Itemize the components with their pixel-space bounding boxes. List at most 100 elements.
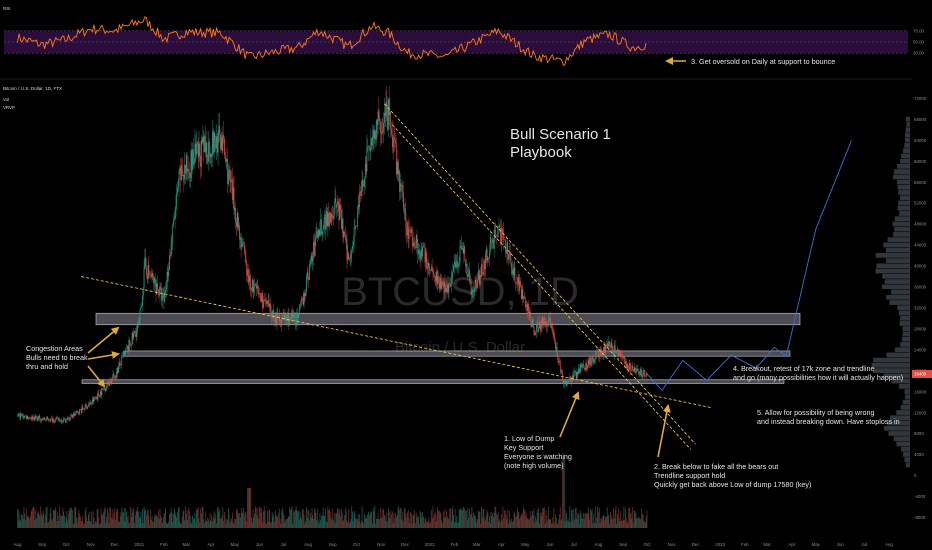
volume-bar (281, 510, 283, 528)
volume-bar (352, 521, 354, 528)
price-candle (269, 303, 271, 307)
volume-bar (589, 520, 591, 528)
volume-profile-bar (900, 158, 910, 164)
volume-profile-bar (901, 153, 910, 159)
volume-bar (363, 523, 365, 528)
volume-bar (261, 508, 263, 528)
volume-bar (472, 517, 474, 528)
price-candle (172, 224, 174, 240)
price-candle (33, 417, 35, 421)
volume-bar (574, 519, 575, 528)
volume-bar (103, 508, 105, 528)
volume-bar (55, 507, 57, 528)
volume-bar (328, 509, 330, 528)
price-candle (472, 289, 474, 292)
volume-bar (101, 514, 103, 528)
price-candle (237, 212, 239, 228)
price-candle (464, 246, 466, 261)
volume-bar (76, 517, 77, 528)
volume-bar (100, 508, 102, 528)
price-candle (62, 421, 64, 422)
price-candle (263, 299, 265, 301)
price-axis[interactable]: 7200068000640006000056000520004800044000… (914, 96, 927, 520)
volume-bar (591, 508, 593, 528)
price-candle (317, 229, 319, 238)
volume-bar (517, 512, 519, 528)
volume-bar (133, 507, 135, 528)
volume-bar (612, 517, 614, 528)
price-candle (479, 275, 481, 284)
volume-bar (325, 508, 326, 528)
price-candle (418, 249, 419, 255)
trendline (81, 276, 711, 408)
volume-bar (350, 518, 352, 528)
volume-bar (346, 521, 348, 528)
volume-bar (178, 506, 180, 528)
price-candle (59, 419, 61, 422)
volume-bar (337, 507, 338, 528)
volume-bar (413, 514, 415, 528)
volume-profile-bar (875, 253, 910, 258)
volume-bar (537, 512, 539, 528)
price-candle (77, 411, 79, 414)
volume-bar (535, 520, 537, 528)
volume-bar (542, 507, 544, 528)
volume-bar (342, 521, 344, 528)
volume-bar (616, 523, 618, 528)
volume-profile-bar (893, 436, 910, 442)
indicator-vol: Vol (3, 97, 9, 102)
volume-bar (629, 507, 630, 528)
price-candle (567, 381, 568, 384)
price-candle (173, 219, 174, 225)
price-candle (118, 366, 119, 373)
volume-bar (491, 515, 493, 528)
volume-bar (132, 512, 134, 528)
volume-bar (373, 511, 375, 528)
time-axis[interactable]: Aug Sep Oct Nov Dec 2021 Feb Mar Apr May Jun Jul Aug… (14, 542, 894, 547)
price-candle (517, 277, 519, 283)
volume-bar (231, 518, 232, 528)
volume-bar (644, 522, 646, 528)
volume-bar (49, 512, 51, 528)
price-candle (547, 319, 549, 327)
price-candle (316, 231, 318, 237)
volume-bar (33, 506, 34, 528)
volume-profile-bar (902, 326, 910, 332)
price-candle (223, 135, 224, 139)
price-candle (288, 313, 290, 325)
volume-bar (434, 512, 436, 528)
volume-profile-bar (886, 294, 910, 300)
volume-bar (445, 517, 447, 528)
price-candle (35, 415, 37, 418)
volume-bar (539, 522, 540, 528)
volume-bar (233, 523, 235, 528)
volume-bar (104, 506, 106, 528)
price-candle (91, 403, 92, 405)
volume-bar (274, 521, 275, 528)
volume-bar (84, 510, 86, 528)
price-candle (427, 266, 428, 269)
volume-bar (108, 522, 110, 528)
price-candle (362, 179, 364, 186)
price-candle (441, 281, 443, 289)
price-candle (58, 419, 60, 421)
volume-bar (149, 523, 151, 528)
volume-bar (289, 507, 291, 528)
volume-bar (525, 516, 527, 528)
price-candle (94, 397, 96, 399)
volume-bar (403, 507, 405, 528)
volume-bar (220, 518, 222, 528)
volume-bar (621, 521, 623, 528)
volume-bar (37, 512, 38, 528)
price-candle (438, 282, 440, 289)
price-candle (20, 413, 22, 419)
volume-bar (181, 523, 182, 528)
volume-bar (321, 515, 322, 528)
volume-bar (219, 508, 221, 528)
volume-bar (574, 508, 576, 528)
volume-bar (473, 514, 475, 528)
volume-bar (470, 514, 472, 528)
volume-bar (583, 519, 585, 528)
price-candle (410, 230, 411, 233)
projection-line (646, 140, 852, 391)
